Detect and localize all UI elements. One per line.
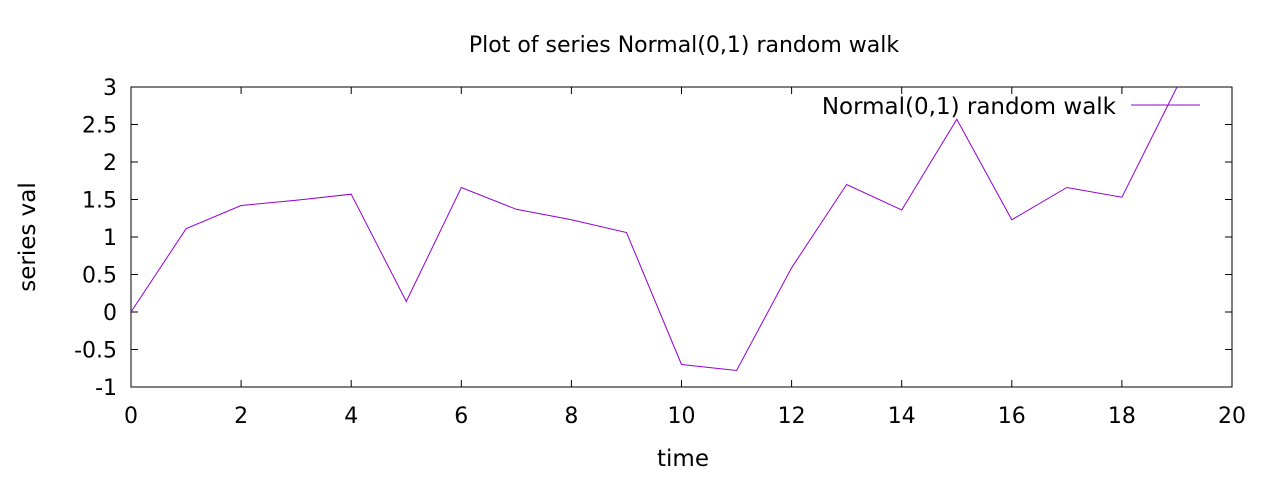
x-tick-label: 6: [454, 404, 468, 429]
y-tick-label: 2.5: [82, 114, 117, 139]
y-axis: 3 2.5 2 1.5 1 0.5 0 -0.5 -1: [74, 76, 1232, 401]
x-axis: 0 2 4 6 8 10 12 14 16 18 20: [124, 87, 1246, 429]
y-tick-label: 0.5: [82, 264, 117, 289]
x-tick-label: 14: [888, 404, 916, 429]
y-tick-label: -1: [95, 376, 117, 401]
legend: Normal(0,1) random walk: [822, 94, 1200, 120]
series-line-normal-random-walk: [130, 86, 1178, 372]
x-tick-label: 10: [668, 404, 696, 429]
y-tick-label: 1: [103, 226, 117, 251]
y-tick-label: 3: [103, 76, 117, 101]
x-tick-label: 8: [564, 404, 578, 429]
x-tick-label: 4: [344, 404, 358, 429]
legend-label: Normal(0,1) random walk: [822, 94, 1117, 120]
x-tick-label: 2: [234, 404, 248, 429]
y-tick-label: 0: [103, 301, 117, 326]
x-tick-label: 12: [778, 404, 806, 429]
y-tick-label: -0.5: [74, 339, 117, 364]
x-axis-title: time: [657, 446, 709, 472]
x-tick-label: 16: [998, 404, 1026, 429]
chart-title: Plot of series Normal(0,1) random walk: [469, 33, 899, 58]
x-tick-label: 18: [1108, 404, 1136, 429]
y-axis-title: series val: [15, 182, 41, 292]
y-tick-label: 1.5: [82, 189, 117, 214]
x-tick-label: 20: [1218, 404, 1246, 429]
y-tick-label: 2: [103, 151, 117, 176]
x-tick-label: 0: [124, 404, 138, 429]
plot-frame: [130, 86, 1233, 388]
